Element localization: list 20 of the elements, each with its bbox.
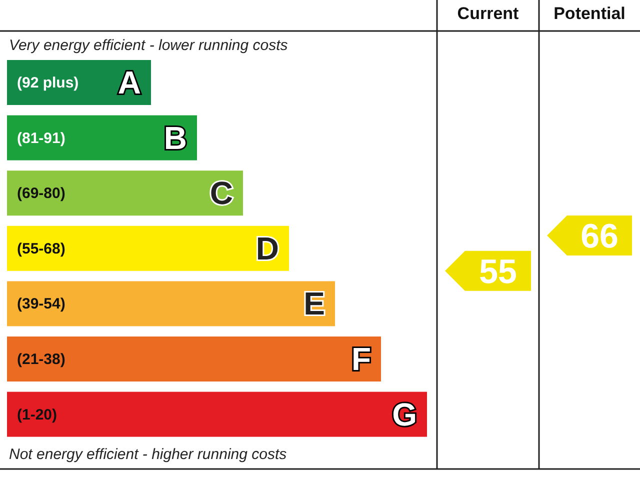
text: Current [457,4,520,23]
text: F [351,341,371,377]
text: A [118,64,141,100]
text: B [164,120,187,156]
category-label: (55-68) [17,240,66,258]
text: E [304,286,325,322]
text: D [256,230,279,266]
data-label: 55 [479,252,517,291]
text: G [392,396,417,432]
text: C [210,175,233,212]
category-label: (81-91) [17,130,66,147]
category-label: (92 plus) [17,74,79,92]
text: Very energy efficient - lower running costs [9,37,288,54]
text: Not energy efficient - higher running costs [9,446,288,463]
data-label: 66 [580,218,618,256]
category-label: (69-80) [17,185,66,202]
category-label: (1-20) [17,406,58,424]
category-label: (21-38) [17,351,66,368]
text: Potential [554,4,626,23]
category-label: (39-54) [17,296,66,313]
